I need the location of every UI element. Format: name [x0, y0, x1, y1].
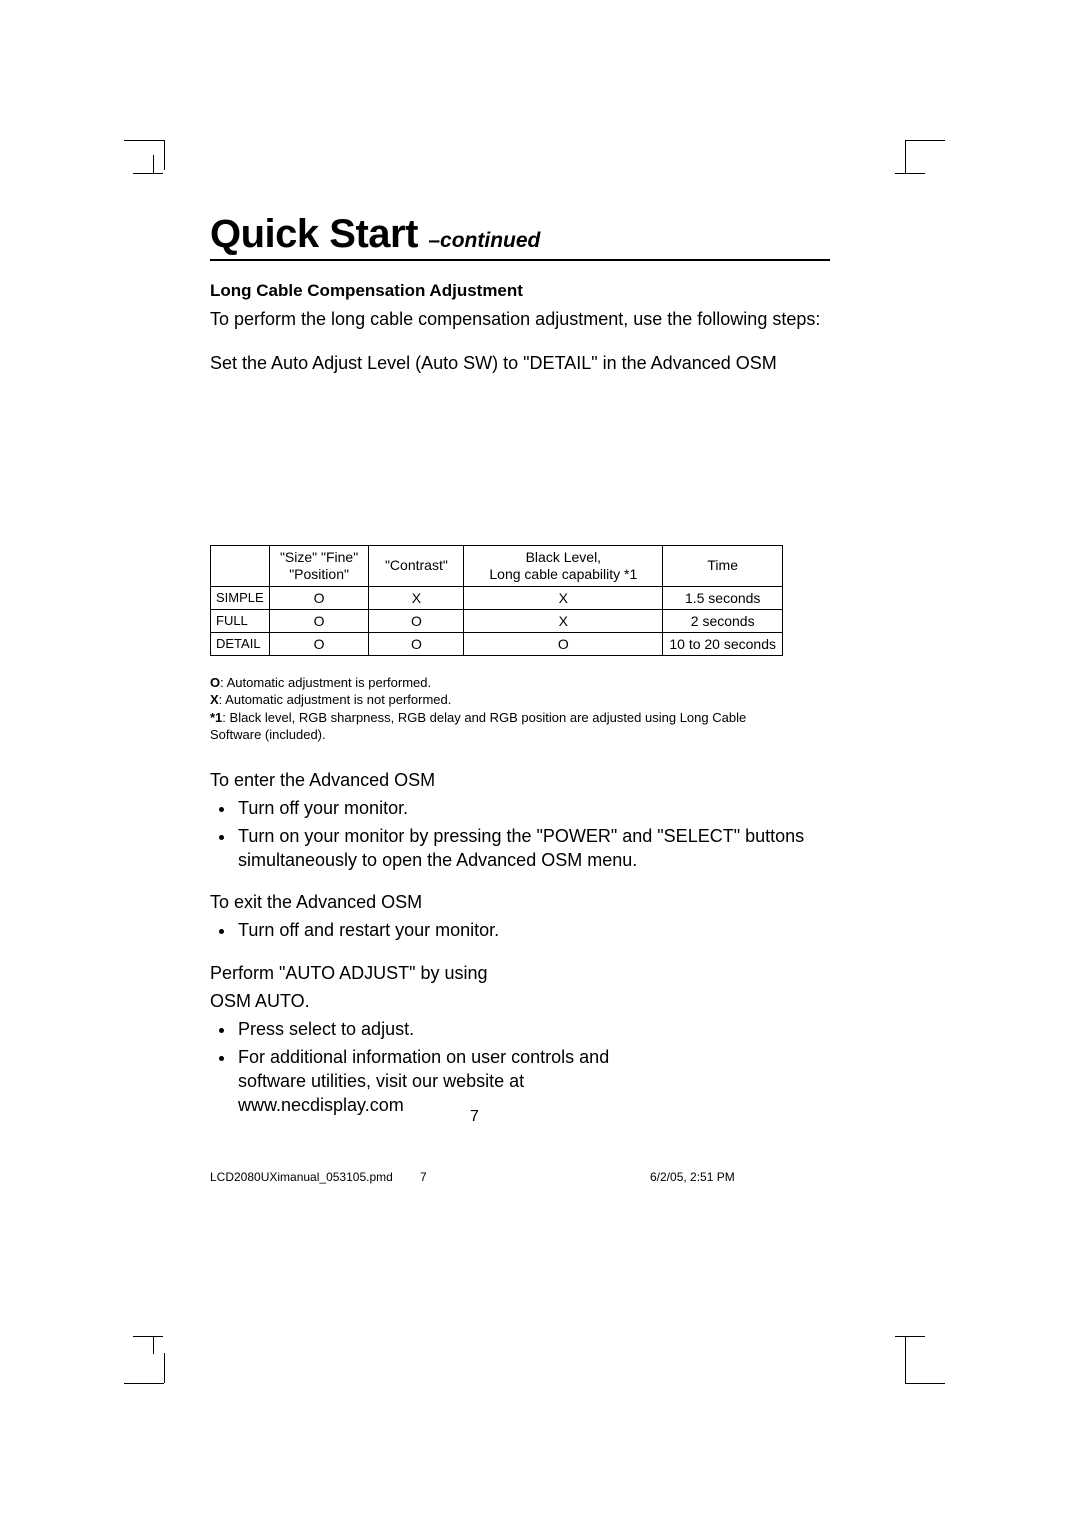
auto-adjust-heading-b: OSM AUTO. — [210, 989, 830, 1013]
osm-enter-list: Turn off your monitor. Turn on your moni… — [210, 796, 830, 872]
row-label: SIMPLE — [211, 586, 270, 609]
legend-text-x: : Automatic adjustment is not performed. — [219, 692, 452, 707]
legend-text-o: : Automatic adjustment is performed. — [220, 675, 431, 690]
cell: O — [269, 586, 369, 609]
auto-adjust-heading-a: Perform "AUTO ADJUST" by using — [210, 961, 830, 985]
cell: O — [269, 632, 369, 655]
table-header-time: Time — [663, 546, 783, 587]
row-label: FULL — [211, 609, 270, 632]
row-label: DETAIL — [211, 632, 270, 655]
cell: 2 seconds — [663, 609, 783, 632]
adjustment-table: "Size" "Fine" "Position" "Contrast" Blac… — [210, 545, 783, 656]
list-item: Turn off your monitor. — [236, 796, 830, 820]
auto-adjust-list: Press select to adjust. For additional i… — [210, 1017, 616, 1117]
list-item: Press select to adjust. — [236, 1017, 616, 1041]
table-header-contrast: "Contrast" — [369, 546, 464, 587]
list-item: For additional information on user contr… — [236, 1045, 616, 1118]
table-row: SIMPLE O X X 1.5 seconds — [211, 586, 783, 609]
legend-key-o: O — [210, 675, 220, 690]
legend-text-star: : Black level, RGB sharpness, RGB delay … — [210, 710, 746, 743]
list-item: Turn off and restart your monitor. — [236, 918, 830, 942]
table-header-row: "Size" "Fine" "Position" "Contrast" Blac… — [211, 546, 783, 587]
footer-filename: LCD2080UXimanual_053105.pmd — [210, 1170, 420, 1184]
osm-enter-heading: To enter the Advanced OSM — [210, 768, 830, 792]
osm-exit-heading: To exit the Advanced OSM — [210, 890, 830, 914]
cell: O — [464, 632, 663, 655]
section-heading: Long Cable Compensation Adjustment — [210, 281, 830, 301]
page-title-row: Quick Start –continued — [210, 212, 830, 261]
osm-exit-list: Turn off and restart your monitor. — [210, 918, 830, 942]
table-header-size: "Size" "Fine" "Position" — [269, 546, 369, 587]
cell: O — [369, 609, 464, 632]
intro-paragraph-2: Set the Auto Adjust Level (Auto SW) to "… — [210, 351, 830, 375]
page-number: 7 — [470, 1108, 479, 1126]
page-title-sub: –continued — [428, 229, 540, 252]
cell: 1.5 seconds — [663, 586, 783, 609]
table-header-blank — [211, 546, 270, 587]
table-row: FULL O O X 2 seconds — [211, 609, 783, 632]
intro-paragraph-1: To perform the long cable compensation a… — [210, 307, 830, 331]
cell: X — [464, 609, 663, 632]
cell: X — [369, 586, 464, 609]
print-footer: LCD2080UXimanual_053105.pmd 7 6/2/05, 2:… — [210, 1170, 830, 1184]
page-title-main: Quick Start — [210, 212, 418, 256]
footer-page: 7 — [420, 1170, 620, 1184]
table-row: DETAIL O O O 10 to 20 seconds — [211, 632, 783, 655]
cell: X — [464, 586, 663, 609]
table-legend: O: Automatic adjustment is performed. X:… — [210, 674, 783, 744]
cell: 10 to 20 seconds — [663, 632, 783, 655]
legend-key-x: X — [210, 692, 219, 707]
legend-key-star: *1 — [210, 710, 222, 725]
cell: O — [369, 632, 464, 655]
footer-timestamp: 6/2/05, 2:51 PM — [620, 1170, 830, 1184]
list-item: Turn on your monitor by pressing the "PO… — [236, 824, 830, 873]
table-header-black: Black Level, Long cable capability *1 — [464, 546, 663, 587]
cell: O — [269, 609, 369, 632]
